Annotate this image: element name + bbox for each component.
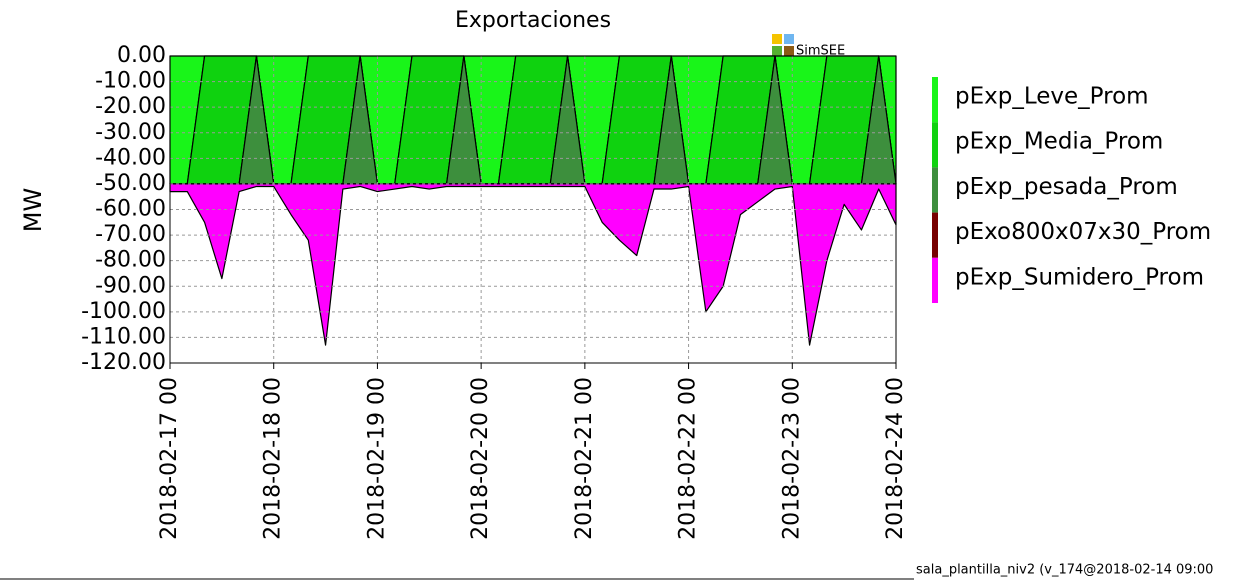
watermark-text: SimSEE bbox=[796, 44, 845, 59]
logo-square bbox=[784, 46, 794, 56]
y-tick-label: -20.00 bbox=[95, 94, 166, 119]
chart-title: Exportaciones bbox=[455, 8, 611, 33]
x-tick-label: 2018-02-22 00 bbox=[676, 377, 701, 540]
y-tick-label: -70.00 bbox=[95, 222, 166, 247]
y-tick-label: 0.00 bbox=[117, 43, 166, 68]
legend-swatch bbox=[932, 212, 938, 258]
y-tick-label: -120.00 bbox=[81, 350, 166, 375]
x-tick-label: 2018-02-20 00 bbox=[468, 377, 493, 540]
legend-swatch bbox=[932, 167, 938, 213]
x-tick-label: 2018-02-24 00 bbox=[883, 377, 908, 540]
x-tick-label: 2018-02-19 00 bbox=[364, 377, 389, 540]
x-tick-label: 2018-02-21 00 bbox=[572, 377, 597, 540]
y-tick-label: -40.00 bbox=[95, 145, 166, 170]
x-tick-label: 2018-02-23 00 bbox=[779, 377, 804, 540]
logo-square bbox=[772, 34, 782, 44]
legend-label: pExo800x07x30_Prom bbox=[955, 219, 1211, 245]
legend-label: pExp_Sumidero_Prom bbox=[955, 264, 1204, 290]
x-tick-label: 2018-02-18 00 bbox=[261, 377, 286, 540]
plot-frame bbox=[169, 55, 897, 364]
y-tick-label: -30.00 bbox=[95, 120, 166, 145]
y-tick-label: -80.00 bbox=[95, 248, 166, 273]
y-tick-label: -10.00 bbox=[95, 69, 166, 94]
y-tick-label: -50.00 bbox=[95, 171, 166, 196]
y-tick-label: -100.00 bbox=[81, 299, 166, 324]
logo-square bbox=[784, 34, 794, 44]
y-tick-label: -110.00 bbox=[81, 324, 166, 349]
legend-swatch bbox=[932, 257, 938, 303]
y-tick-label: -60.00 bbox=[95, 197, 166, 222]
legend-label: pExp_Media_Prom bbox=[955, 129, 1163, 155]
watermark: SimSEE bbox=[772, 34, 845, 59]
legend-label: pExp_Leve_Prom bbox=[955, 84, 1149, 110]
y-axis-label: MW bbox=[19, 188, 47, 232]
x-tick-label: 2018-02-17 00 bbox=[157, 377, 182, 540]
legend-swatch bbox=[932, 122, 938, 168]
legend-swatch bbox=[932, 77, 938, 123]
y-tick-label: -90.00 bbox=[95, 273, 166, 298]
footer: sala_plantilla_niv2 (v_174@2018-02-14 09… bbox=[916, 563, 1213, 578]
legend-label: pExp_pesada_Prom bbox=[955, 174, 1178, 200]
logo-square bbox=[772, 46, 782, 56]
